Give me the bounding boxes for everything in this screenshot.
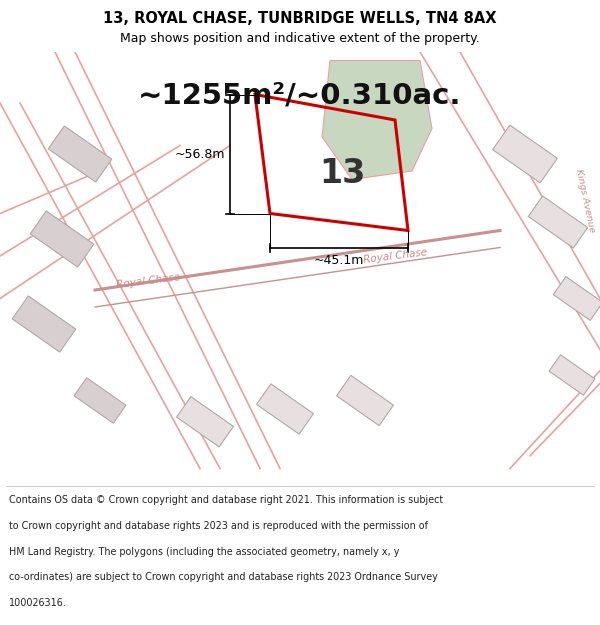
Polygon shape <box>553 277 600 321</box>
Polygon shape <box>48 126 112 182</box>
Text: Royal Chase: Royal Chase <box>362 247 427 265</box>
Text: HM Land Registry. The polygons (including the associated geometry, namely x, y: HM Land Registry. The polygons (includin… <box>9 546 400 556</box>
Text: Map shows position and indicative extent of the property.: Map shows position and indicative extent… <box>120 32 480 45</box>
Text: ~1255m²/~0.310ac.: ~1255m²/~0.310ac. <box>138 82 462 110</box>
Text: Contains OS data © Crown copyright and database right 2021. This information is : Contains OS data © Crown copyright and d… <box>9 495 443 505</box>
Text: ~56.8m: ~56.8m <box>175 148 225 161</box>
Text: Royal Chase: Royal Chase <box>116 272 181 291</box>
Polygon shape <box>322 61 432 179</box>
Text: to Crown copyright and database rights 2023 and is reproduced with the permissio: to Crown copyright and database rights 2… <box>9 521 428 531</box>
Text: co-ordinates) are subject to Crown copyright and database rights 2023 Ordnance S: co-ordinates) are subject to Crown copyr… <box>9 572 438 582</box>
Text: ~45.1m: ~45.1m <box>314 254 364 266</box>
Text: 13: 13 <box>319 157 365 189</box>
Text: 13, ROYAL CHASE, TUNBRIDGE WELLS, TN4 8AX: 13, ROYAL CHASE, TUNBRIDGE WELLS, TN4 8A… <box>103 11 497 26</box>
Text: 100026316.: 100026316. <box>9 598 67 608</box>
Text: Kings Avenue: Kings Avenue <box>574 168 596 233</box>
Polygon shape <box>30 211 94 267</box>
Polygon shape <box>74 378 126 423</box>
Polygon shape <box>549 355 595 395</box>
Polygon shape <box>176 397 233 447</box>
Polygon shape <box>257 384 313 434</box>
Polygon shape <box>493 125 557 183</box>
Polygon shape <box>12 296 76 352</box>
Polygon shape <box>529 196 587 248</box>
Polygon shape <box>337 376 394 426</box>
